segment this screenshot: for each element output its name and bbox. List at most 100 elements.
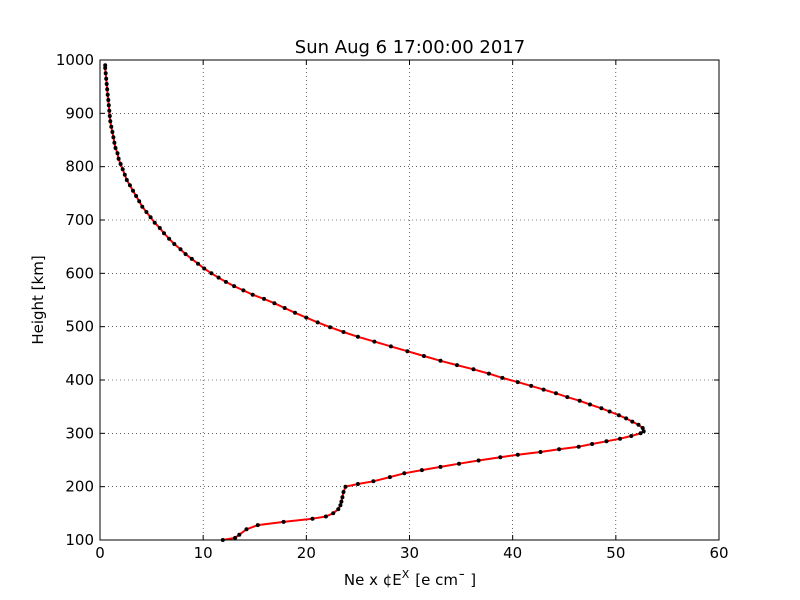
y-tick-label: 400 (65, 371, 94, 389)
data-point (122, 172, 127, 177)
data-point (341, 490, 346, 494)
y-tick-label: 200 (65, 478, 94, 496)
data-point (104, 82, 109, 86)
data-point (498, 455, 503, 460)
data-point (315, 320, 320, 325)
data-point (529, 383, 534, 388)
data-point (216, 275, 221, 280)
data-point (372, 339, 377, 344)
data-point (328, 325, 333, 330)
data-point (107, 108, 112, 113)
data-point (140, 204, 145, 209)
data-point (183, 252, 188, 257)
data-point (196, 261, 200, 266)
y-tick-label: 800 (65, 158, 94, 176)
data-point (178, 247, 183, 252)
data-point (157, 226, 162, 230)
data-point (339, 499, 344, 504)
data-point (118, 162, 123, 166)
data-point (341, 330, 346, 334)
data-point (402, 471, 407, 476)
data-point (281, 519, 286, 524)
data-point (120, 167, 125, 172)
data-point (209, 271, 214, 276)
data-point (636, 422, 641, 427)
data-point (124, 178, 129, 182)
data-point (232, 284, 237, 289)
data-point (331, 511, 336, 516)
y-tick-label: 300 (65, 424, 94, 442)
data-point (255, 523, 260, 528)
data-point (500, 375, 505, 380)
data-point (167, 236, 172, 241)
data-point (455, 363, 459, 368)
data-point (250, 292, 255, 297)
data-point (607, 409, 612, 414)
data-point (112, 140, 117, 145)
data-point (104, 76, 109, 81)
y-tick-label: 500 (65, 318, 94, 336)
data-point (557, 447, 562, 452)
x-tick-label: 0 (95, 544, 105, 562)
x-tick-label: 60 (709, 544, 728, 562)
data-point (515, 452, 520, 457)
data-point (103, 71, 108, 76)
data-point (202, 266, 207, 271)
ticks-group: 0 10 20 30 40 50 60 100 200 300 400 500 600 700 800 900… (56, 51, 729, 562)
y-tick-label: 900 (65, 104, 94, 122)
data-point (152, 220, 157, 225)
data-point (387, 475, 392, 480)
data-point (371, 479, 376, 484)
data-point (223, 279, 228, 284)
data-point (134, 194, 139, 198)
data-point (111, 135, 116, 140)
data-point (419, 468, 424, 473)
data-point (282, 306, 287, 310)
data-point (438, 358, 443, 363)
data-point (272, 301, 277, 306)
data-point (471, 367, 476, 372)
data-point (641, 429, 646, 434)
data-point (189, 256, 194, 261)
data-point (638, 431, 643, 436)
data-point (576, 444, 581, 449)
data-point (565, 395, 570, 400)
data-point (244, 527, 249, 532)
data-point (113, 146, 118, 150)
data-point (323, 514, 328, 519)
x-tick-label: 50 (606, 544, 625, 562)
data-point (110, 130, 115, 134)
data-point (340, 495, 345, 500)
data-point (486, 371, 491, 376)
data-point (577, 398, 582, 403)
series-line (104, 65, 645, 541)
y-tick-label: 700 (65, 211, 94, 229)
x-axis-label: Ne x ¢EX [e cm¯ ] (344, 568, 476, 589)
data-point (421, 354, 426, 358)
data-point (618, 436, 622, 441)
data-point (515, 380, 520, 385)
data-point (116, 156, 121, 161)
x-axis-label-sup: X (402, 568, 410, 581)
data-point (127, 183, 132, 188)
data-point (640, 426, 645, 430)
data-point (554, 391, 558, 396)
y-axis-label: Height [km] (29, 255, 47, 344)
data-point (630, 419, 635, 424)
data-point (172, 242, 177, 246)
y-tick-label: 600 (65, 264, 94, 282)
y-tick-label: 1000 (56, 51, 94, 69)
data-point (588, 402, 592, 407)
data-point (616, 413, 621, 418)
data-point (137, 199, 142, 204)
data-point (355, 334, 360, 339)
data-point (162, 231, 166, 236)
data-point (599, 406, 604, 411)
data-point (131, 188, 135, 193)
data-point (310, 516, 315, 521)
data-point (604, 439, 609, 444)
x-tick-label: 10 (194, 544, 213, 562)
data-point (338, 503, 343, 508)
data-point (293, 310, 297, 315)
